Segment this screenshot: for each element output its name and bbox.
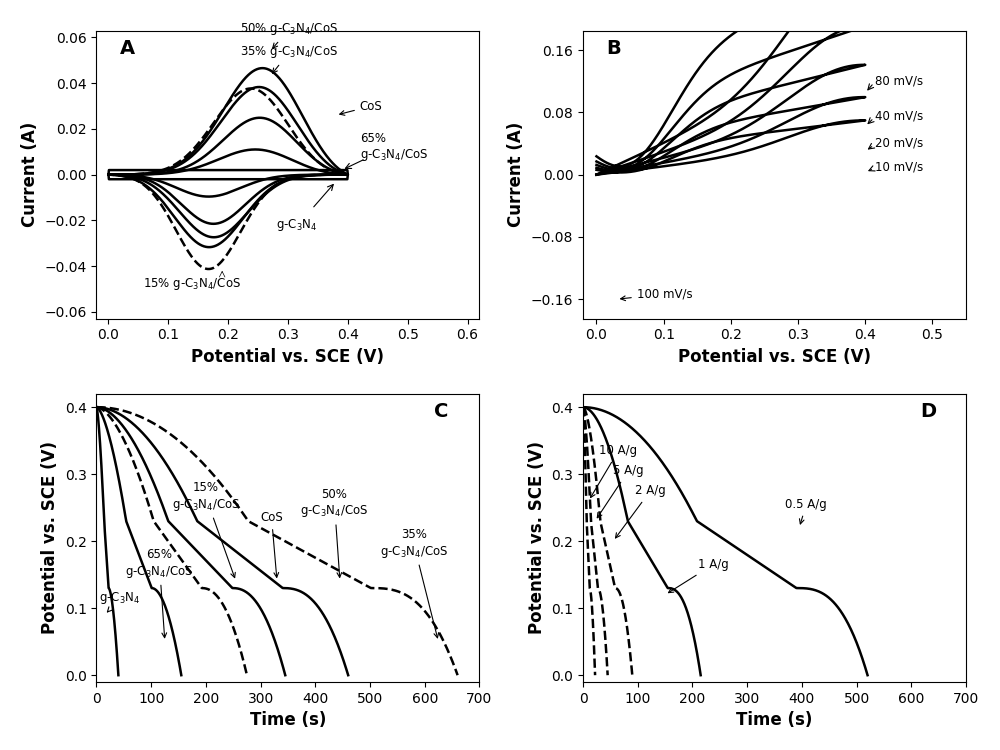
Text: CoS: CoS — [260, 511, 283, 578]
Text: 10 mV/s: 10 mV/s — [875, 160, 924, 173]
Text: 15%
g-C$_3$N$_4$/CoS: 15% g-C$_3$N$_4$/CoS — [172, 482, 240, 578]
Text: 100 mV/s: 100 mV/s — [621, 287, 692, 301]
Text: g-C$_3$N$_4$: g-C$_3$N$_4$ — [99, 590, 141, 612]
Text: 15% g-C$_3$N$_4$/CoS: 15% g-C$_3$N$_4$/CoS — [143, 277, 241, 292]
Text: 0.5 A/g: 0.5 A/g — [785, 498, 827, 524]
Y-axis label: Potential vs. SCE (V): Potential vs. SCE (V) — [528, 441, 546, 634]
Text: 65%
g-C$_3$N$_4$/CoS: 65% g-C$_3$N$_4$/CoS — [360, 131, 428, 163]
Y-axis label: Current (A): Current (A) — [507, 122, 525, 227]
Text: 1 A/g: 1 A/g — [669, 558, 729, 592]
Text: 65%
g-C$_3$N$_4$/CoS: 65% g-C$_3$N$_4$/CoS — [125, 548, 194, 638]
Text: B: B — [606, 39, 621, 58]
Text: 2 A/g: 2 A/g — [616, 484, 666, 538]
X-axis label: Time (s): Time (s) — [250, 711, 326, 729]
Text: 35% g-C$_3$N$_4$/CoS: 35% g-C$_3$N$_4$/CoS — [240, 44, 338, 74]
Text: 35%
g-C$_3$N$_4$/CoS: 35% g-C$_3$N$_4$/CoS — [380, 529, 448, 638]
X-axis label: Time (s): Time (s) — [736, 711, 813, 729]
Text: C: C — [434, 403, 448, 422]
Text: 20 mV/s: 20 mV/s — [875, 137, 924, 150]
Text: CoS: CoS — [340, 100, 383, 116]
Text: 40 mV/s: 40 mV/s — [875, 110, 924, 123]
Text: 50% g-C$_3$N$_4$/CoS: 50% g-C$_3$N$_4$/CoS — [240, 22, 338, 48]
Text: 10 A/g: 10 A/g — [591, 444, 638, 497]
Text: 50%
g-C$_3$N$_4$/CoS: 50% g-C$_3$N$_4$/CoS — [300, 488, 369, 578]
Y-axis label: Potential vs. SCE (V): Potential vs. SCE (V) — [41, 441, 59, 634]
Y-axis label: Current (A): Current (A) — [21, 122, 39, 227]
Text: g-C$_3$N$_4$: g-C$_3$N$_4$ — [276, 217, 317, 233]
Text: 5 A/g: 5 A/g — [597, 464, 644, 518]
X-axis label: Potential vs. SCE (V): Potential vs. SCE (V) — [678, 348, 871, 366]
Text: A: A — [119, 39, 135, 58]
Text: 80 mV/s: 80 mV/s — [875, 75, 923, 88]
Text: D: D — [920, 403, 936, 422]
X-axis label: Potential vs. SCE (V): Potential vs. SCE (V) — [191, 348, 384, 366]
